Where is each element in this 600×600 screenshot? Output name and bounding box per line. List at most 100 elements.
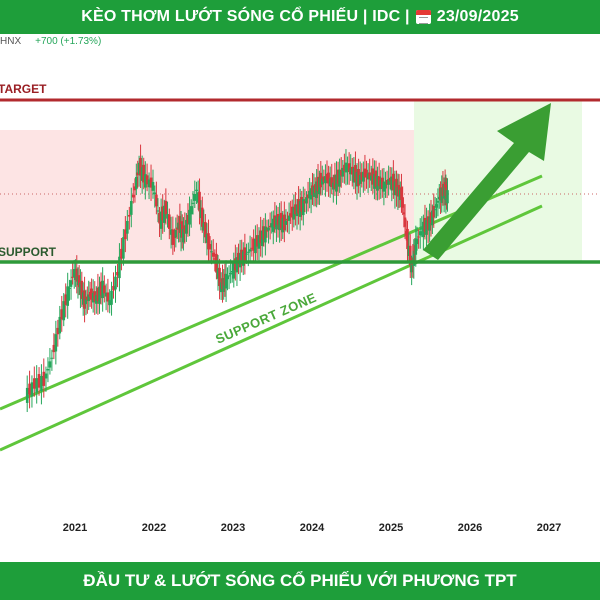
candle-body: [265, 230, 269, 232]
candle-body: [260, 230, 264, 247]
candle-body: [276, 213, 280, 225]
candle-body: [175, 227, 179, 230]
candle-body: [69, 280, 73, 287]
candle-body: [171, 229, 175, 245]
candle-body: [309, 188, 313, 200]
candle-body: [308, 190, 311, 199]
candle-body: [284, 220, 288, 225]
candle-body: [341, 167, 345, 177]
candle-body: [352, 168, 356, 183]
candle-body: [379, 180, 383, 190]
candle-body: [30, 382, 34, 397]
candle-body: [196, 192, 200, 203]
candle-body: [366, 173, 370, 180]
candle-body: [110, 290, 113, 305]
candle-body: [435, 204, 438, 208]
candle-body: [412, 250, 416, 266]
header-title: KÈO THƠM LƯỚT SÓNG CỔ PHIẾU | IDC |: [81, 8, 410, 25]
candle-body: [42, 371, 46, 386]
candle-body: [199, 208, 203, 219]
candle-body: [103, 285, 106, 294]
candle-body: [273, 215, 277, 228]
candle-body: [191, 202, 195, 204]
candle-body: [248, 249, 252, 252]
candle-body: [131, 194, 135, 198]
candle-body: [185, 219, 188, 234]
candle-body: [254, 238, 257, 254]
candle-body: [135, 176, 138, 190]
candle-body: [426, 216, 430, 230]
candle-body: [79, 282, 82, 295]
candle-body: [75, 268, 79, 282]
candle-body: [129, 201, 133, 215]
candle-body: [64, 294, 68, 305]
candle-body: [415, 238, 419, 245]
candle-body: [139, 157, 142, 176]
candle-body: [402, 212, 406, 215]
candle-body: [226, 276, 229, 280]
candle-body: [422, 221, 425, 238]
channel-upper-line: [0, 174, 543, 411]
x-tick-label: 2022: [142, 522, 166, 534]
candle-body: [298, 201, 302, 217]
footer-text: ĐẦU TƯ & LƯỚT SÓNG CỔ PHIẾU VỚI PHƯƠNG T…: [83, 571, 517, 590]
candle-body: [303, 201, 307, 204]
candle-body: [279, 212, 283, 229]
candle-body: [108, 300, 111, 306]
candle-body: [381, 177, 384, 189]
candle-body: [365, 169, 368, 178]
candle-body: [35, 378, 38, 393]
candle-body: [384, 181, 387, 189]
candle-body: [358, 175, 362, 184]
candle-body: [327, 172, 330, 184]
candle-body: [325, 173, 329, 181]
candle-body: [66, 286, 69, 306]
candle-body: [262, 226, 266, 240]
candle-body: [90, 288, 93, 300]
candle-body: [429, 212, 433, 224]
candle-body: [294, 204, 297, 215]
candle-body: [385, 179, 389, 185]
candle-body: [52, 344, 56, 353]
candle-body: [230, 270, 234, 273]
channel-lower-line: [0, 204, 543, 452]
candle-body: [371, 168, 375, 185]
candle-body: [425, 220, 428, 235]
candle-body: [346, 164, 349, 173]
support-label: SUPPORT: [0, 245, 57, 259]
bottom-banner: ĐẦU TƯ & LƯỚT SÓNG CỔ PHIẾU VỚI PHƯƠNG T…: [0, 562, 600, 600]
candle-body: [147, 179, 151, 188]
candle-body: [202, 222, 206, 231]
candle-body: [144, 174, 147, 188]
x-tick-label: 2025: [379, 522, 403, 534]
candle-body: [81, 292, 85, 305]
candle-body: [432, 205, 436, 218]
candle-body: [173, 234, 176, 238]
candle-body: [189, 206, 193, 215]
candle-body: [128, 214, 131, 217]
target-label: TARGET: [0, 82, 47, 96]
candle-body: [281, 218, 285, 233]
candle-body: [322, 176, 326, 182]
candle-body: [330, 177, 334, 187]
candle-body: [219, 282, 223, 293]
candle-body: [407, 246, 411, 257]
candle-body: [390, 176, 394, 191]
candle-body: [300, 196, 304, 212]
candle-body: [28, 383, 31, 395]
candle-body: [149, 177, 153, 188]
candle-body: [363, 168, 367, 178]
candle-body: [46, 368, 50, 371]
candle-body: [292, 207, 296, 220]
candle-body: [164, 200, 168, 215]
candle-body: [174, 229, 178, 238]
candle-body: [433, 209, 437, 211]
candle-body: [387, 179, 390, 185]
candle-body: [183, 225, 187, 233]
candle-body: [275, 217, 278, 230]
candle-body: [182, 228, 185, 243]
candle-body: [88, 291, 92, 297]
candle-body: [250, 247, 254, 249]
candle-body: [224, 273, 228, 289]
candle-body: [369, 175, 373, 181]
